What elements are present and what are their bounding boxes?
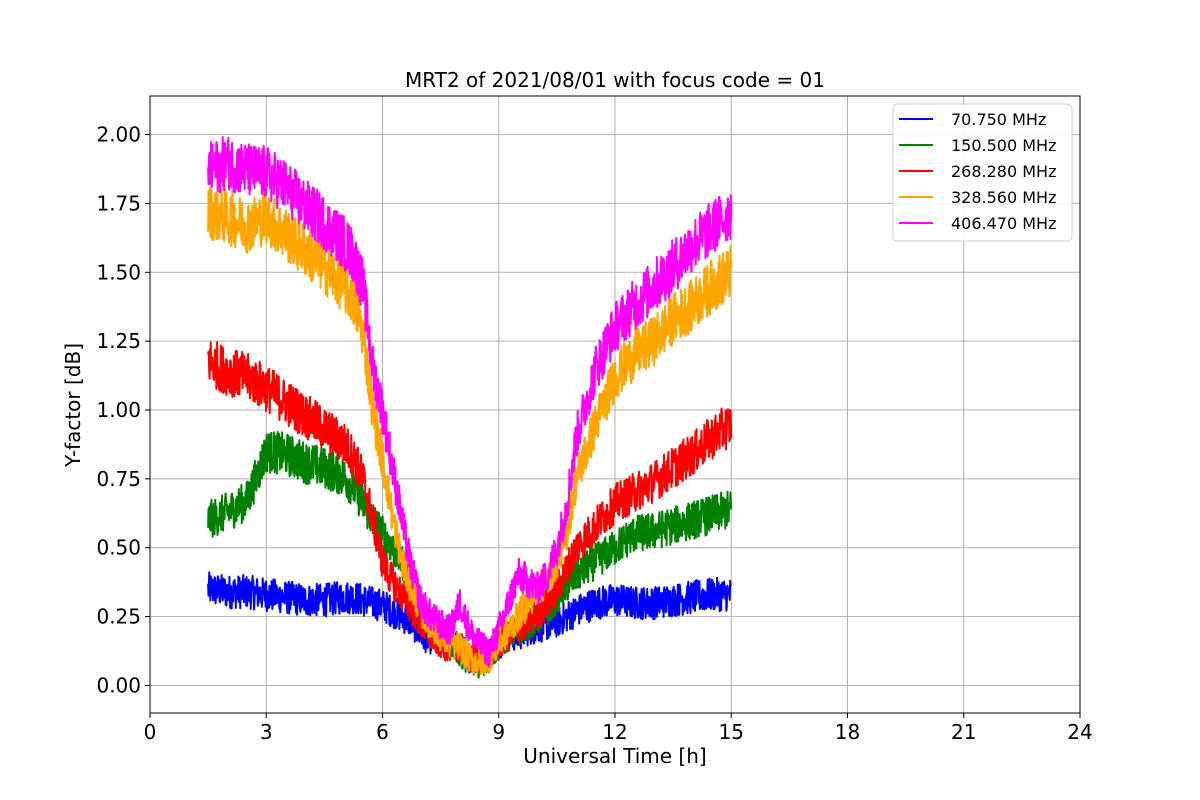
legend: 70.750 MHz 150.500 MHz 268.280 MHz 328.560 … — [892, 103, 1073, 242]
x-tick-label: 3 — [260, 720, 273, 744]
series-line-4 — [207, 186, 733, 676]
legend-label: 328.560 MHz — [951, 188, 1056, 207]
y-tick-label: 1.25 — [96, 329, 141, 353]
legend-label: 268.280 MHz — [951, 162, 1056, 181]
y-tick-label: 2.00 — [96, 123, 141, 147]
y-axis-ticks: 0.00 0.25 0.50 0.75 1.00 1.25 1.50 1.75 2.00 — [96, 123, 150, 697]
x-tick-label: 21 — [951, 720, 976, 744]
x-tick-label: 24 — [1067, 720, 1092, 744]
legend-box — [892, 103, 1073, 242]
y-tick-label: 1.00 — [96, 398, 141, 422]
x-tick-label: 6 — [376, 720, 389, 744]
y-tick-label: 0.75 — [96, 467, 141, 491]
legend-label: 150.500 MHz — [951, 136, 1056, 155]
legend-label: 70.750 MHz — [951, 110, 1046, 129]
y-tick-label: 0.50 — [96, 536, 141, 560]
y-tick-label: 0.00 — [96, 673, 141, 697]
x-tick-label: 12 — [602, 720, 627, 744]
series-line-5 — [207, 135, 733, 668]
x-axis-ticks: 0 3 6 9 12 15 18 21 24 — [144, 713, 1093, 744]
y-tick-label: 1.50 — [96, 260, 141, 284]
x-tick-label: 0 — [144, 720, 157, 744]
x-tick-label: 18 — [835, 720, 860, 744]
y-axis-label: Y-factor [dB] — [61, 343, 85, 468]
y-tick-label: 1.75 — [96, 191, 141, 215]
x-tick-label: 9 — [492, 720, 505, 744]
series-lines — [207, 135, 733, 679]
chart-title: MRT2 of 2021/08/01 with focus code = 01 — [405, 68, 825, 92]
y-tick-label: 0.25 — [96, 605, 141, 629]
x-axis-label: Universal Time [h] — [523, 744, 706, 768]
x-tick-label: 15 — [719, 720, 744, 744]
series-line-1 — [207, 571, 732, 674]
legend-label: 406.470 MHz — [951, 214, 1056, 233]
